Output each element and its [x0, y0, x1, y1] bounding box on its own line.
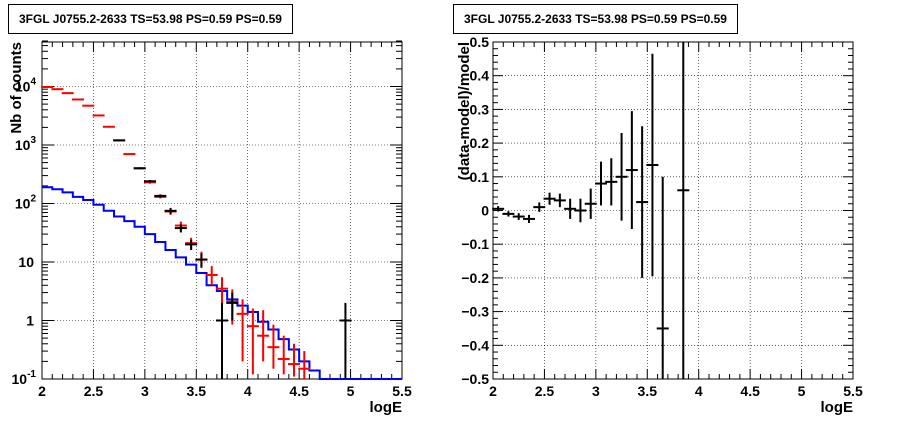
x-tick-label: 5.5 — [392, 383, 412, 399]
y-tick-label: 0.3 — [470, 101, 490, 117]
x-tick-label: 3 — [141, 383, 149, 399]
y-tick-label: −0.4 — [461, 337, 489, 353]
x-tick-label: 2 — [38, 383, 46, 399]
right-plot-panel: 2 2.5 3 3.5 4 4.5 5 5.5 −0.5 −0.4 −0.3 −0.2 −0.1 0 0.1… — [456, 34, 863, 416]
y-tick-label: 103 — [15, 135, 37, 153]
y-axis-title: (data-model)/model — [456, 42, 473, 180]
x-tick-label: 5 — [798, 383, 806, 399]
x-tick-label: 5 — [347, 383, 355, 399]
x-tick-label: 4 — [695, 383, 703, 399]
right-plot-title: 3FGL J0755.2-2633 TS=53.98 PS=0.59 PS=0.… — [453, 4, 738, 34]
model-histogram — [42, 186, 402, 380]
x-tick-label: 4 — [244, 383, 252, 399]
y-tick-label: 104 — [15, 77, 37, 95]
y-tick-label: −0.5 — [461, 371, 489, 387]
x-tick-label: 5.5 — [843, 383, 863, 399]
y-tick-label: 1 — [26, 313, 34, 329]
y-tick-label: 10 — [18, 254, 34, 270]
y-tick-label: 10-1 — [12, 369, 37, 387]
y-tick-label: 0.2 — [470, 135, 490, 151]
y-tick-label: 0.5 — [470, 34, 490, 50]
x-axis-title: logE — [370, 399, 403, 416]
y-tick-label: 0.4 — [470, 68, 490, 84]
x-tick-label: 2.5 — [84, 383, 104, 399]
y-tick-label: −0.1 — [461, 236, 489, 252]
left-plot-title: 3FGL J0755.2-2633 TS=53.98 PS=0.59 PS=0.… — [8, 4, 293, 34]
y-axis-title: Nb of counts — [8, 42, 25, 134]
x-tick-label: 3 — [592, 383, 600, 399]
x-tick-label: 4.5 — [740, 383, 760, 399]
y-tick-label: −0.3 — [461, 304, 489, 320]
x-tick-label: 2.5 — [535, 383, 555, 399]
x-tick-label: 3.5 — [187, 383, 207, 399]
x-tick-label: 4.5 — [289, 383, 309, 399]
y-tick-label: −0.2 — [461, 270, 489, 286]
left-plot-panel: 2 2.5 3 3.5 4 4.5 5 5.5 10-1 1 10 102 103 104 logE Nb o… — [8, 40, 412, 416]
y-tick-label: 0 — [481, 203, 489, 219]
y-tick-label: 102 — [15, 194, 37, 212]
x-axis-title: logE — [821, 399, 854, 416]
y-tick-label: 0.1 — [470, 169, 490, 185]
x-tick-label: 3.5 — [638, 383, 658, 399]
x-tick-label: 2 — [489, 383, 497, 399]
